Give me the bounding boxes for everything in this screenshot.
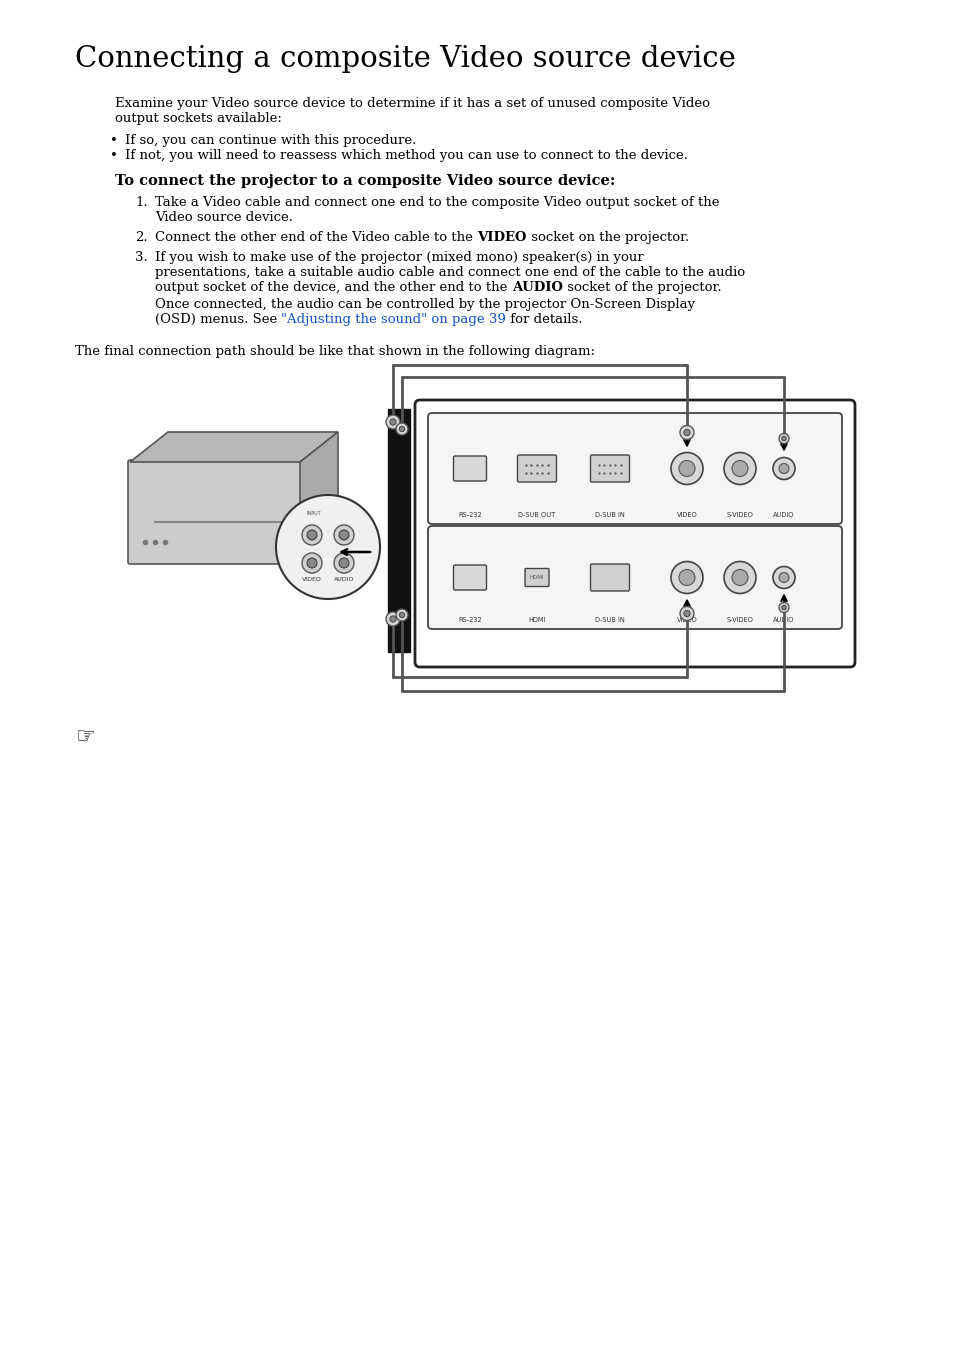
- FancyBboxPatch shape: [524, 568, 548, 587]
- Circle shape: [338, 530, 349, 539]
- Circle shape: [386, 612, 399, 626]
- Text: HDMI: HDMI: [529, 575, 544, 580]
- Text: VIDEO: VIDEO: [676, 512, 697, 518]
- Text: VIDEO: VIDEO: [302, 577, 321, 581]
- Text: AUDIO: AUDIO: [334, 577, 354, 581]
- Circle shape: [772, 457, 794, 480]
- Circle shape: [302, 525, 322, 545]
- Text: If you wish to make use of the projector (mixed mono) speaker(s) in your: If you wish to make use of the projector…: [154, 251, 643, 264]
- FancyBboxPatch shape: [517, 456, 556, 483]
- Text: output sockets available:: output sockets available:: [115, 112, 281, 124]
- Text: 1.: 1.: [135, 196, 148, 210]
- Text: If so, you can continue with this procedure.: If so, you can continue with this proced…: [125, 134, 416, 147]
- Circle shape: [307, 530, 316, 539]
- Circle shape: [779, 464, 788, 473]
- Circle shape: [386, 415, 399, 429]
- Circle shape: [683, 610, 689, 617]
- Text: socket on the projector.: socket on the projector.: [526, 231, 688, 243]
- Circle shape: [723, 453, 755, 484]
- Text: output socket of the device, and the other end to the: output socket of the device, and the oth…: [154, 281, 511, 293]
- Text: socket of the projector.: socket of the projector.: [562, 281, 720, 293]
- Text: Connect the other end of the Video cable to the: Connect the other end of the Video cable…: [154, 231, 476, 243]
- Circle shape: [390, 419, 395, 425]
- Circle shape: [779, 434, 788, 443]
- Polygon shape: [299, 433, 337, 562]
- Text: AUDIO: AUDIO: [773, 512, 794, 518]
- Circle shape: [395, 608, 408, 621]
- Text: If not, you will need to reassess which method you can use to connect to the dev: If not, you will need to reassess which …: [125, 149, 687, 162]
- Circle shape: [679, 607, 693, 621]
- Circle shape: [731, 461, 747, 476]
- Text: Connecting a composite Video source device: Connecting a composite Video source devi…: [75, 45, 735, 73]
- Text: •: •: [110, 149, 118, 162]
- Text: RS-232: RS-232: [457, 512, 481, 518]
- Text: S-VIDEO: S-VIDEO: [726, 512, 753, 518]
- Circle shape: [307, 558, 316, 568]
- FancyBboxPatch shape: [428, 412, 841, 525]
- Circle shape: [399, 612, 404, 618]
- Text: HDMI: HDMI: [528, 617, 545, 623]
- Text: Once connected, the audio can be controlled by the projector On-Screen Display: Once connected, the audio can be control…: [154, 297, 695, 311]
- Circle shape: [772, 566, 794, 588]
- Text: INPUT: INPUT: [306, 511, 321, 516]
- Circle shape: [679, 461, 695, 476]
- Text: ☞: ☞: [75, 727, 95, 748]
- FancyBboxPatch shape: [453, 456, 486, 481]
- Circle shape: [781, 437, 785, 441]
- Text: D-SUB IN: D-SUB IN: [595, 617, 624, 623]
- Polygon shape: [130, 433, 337, 462]
- Text: for details.: for details.: [506, 314, 582, 326]
- FancyBboxPatch shape: [428, 526, 841, 629]
- Bar: [388, 410, 410, 652]
- Text: To connect the projector to a composite Video source device:: To connect the projector to a composite …: [115, 174, 615, 188]
- Circle shape: [390, 617, 395, 622]
- Circle shape: [302, 553, 322, 573]
- Text: S-VIDEO: S-VIDEO: [726, 617, 753, 623]
- FancyBboxPatch shape: [128, 460, 302, 564]
- Text: AUDIO: AUDIO: [511, 281, 562, 293]
- Circle shape: [338, 558, 349, 568]
- Text: •: •: [110, 134, 118, 147]
- Circle shape: [683, 430, 689, 435]
- Circle shape: [679, 569, 695, 585]
- Circle shape: [399, 426, 404, 431]
- Circle shape: [731, 569, 747, 585]
- Circle shape: [779, 603, 788, 612]
- Text: Take a Video cable and connect one end to the composite Video output socket of t: Take a Video cable and connect one end t…: [154, 196, 719, 210]
- Circle shape: [275, 495, 379, 599]
- Text: (OSD) menus. See: (OSD) menus. See: [154, 314, 281, 326]
- Text: 2.: 2.: [135, 231, 148, 243]
- Text: AUDIO: AUDIO: [773, 617, 794, 623]
- Circle shape: [334, 525, 354, 545]
- Circle shape: [395, 423, 408, 435]
- Circle shape: [781, 606, 785, 610]
- Text: RS-232: RS-232: [457, 617, 481, 623]
- FancyBboxPatch shape: [453, 565, 486, 589]
- Text: The final connection path should be like that shown in the following diagram:: The final connection path should be like…: [75, 345, 595, 358]
- Text: VIDEO: VIDEO: [676, 617, 697, 623]
- Text: presentations, take a suitable audio cable and connect one end of the cable to t: presentations, take a suitable audio cab…: [154, 266, 744, 279]
- Text: VIDEO: VIDEO: [476, 231, 526, 243]
- Circle shape: [679, 426, 693, 439]
- Circle shape: [670, 561, 702, 594]
- Text: 3.: 3.: [135, 251, 148, 264]
- Text: D-SUB IN: D-SUB IN: [595, 512, 624, 518]
- Text: Video source device.: Video source device.: [154, 211, 293, 224]
- Circle shape: [670, 453, 702, 484]
- FancyBboxPatch shape: [590, 456, 629, 483]
- Text: "Adjusting the sound" on page 39: "Adjusting the sound" on page 39: [281, 314, 506, 326]
- Circle shape: [723, 561, 755, 594]
- Circle shape: [334, 553, 354, 573]
- Text: D-SUB OUT: D-SUB OUT: [517, 512, 555, 518]
- Text: Examine your Video source device to determine if it has a set of unused composit: Examine your Video source device to dete…: [115, 97, 709, 110]
- FancyBboxPatch shape: [590, 564, 629, 591]
- Circle shape: [779, 572, 788, 583]
